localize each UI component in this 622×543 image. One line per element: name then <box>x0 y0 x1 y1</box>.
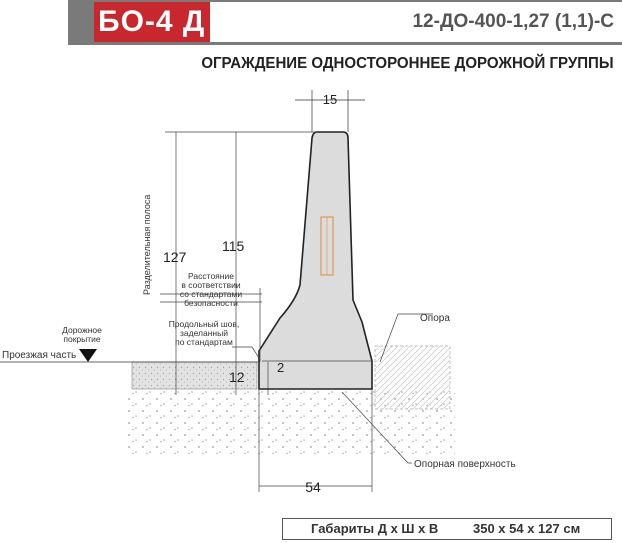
dim-base-height-label: 12 <box>229 369 245 385</box>
distance-note-line-3: со стандартами <box>180 289 242 299</box>
seam-note-line-3: по стандартам <box>175 337 233 347</box>
roadway-label: Проезжая часть <box>2 350 76 361</box>
distance-note-line-4: безопасности <box>184 298 238 308</box>
seam-note-line-2: заделанный <box>180 328 228 338</box>
standard-code: 12-ДО-400-1,27 (1,1)-С <box>412 11 614 32</box>
barrier-profile <box>258 131 373 390</box>
page-subtitle: ОГРАЖДЕНИЕ ОДНОСТОРОННЕЕ ДОРОЖНОЙ ГРУППЫ <box>201 55 614 72</box>
dim-base-width-label: 54 <box>305 479 321 495</box>
distance-note-line-2: в соответствии <box>181 280 240 290</box>
dim-total-height-label: 127 <box>163 249 187 265</box>
dim-top-width-label: 15 <box>323 92 337 107</box>
separator-strip-label: Разделительная полоса <box>142 195 152 295</box>
barrier-drawing: 15 127 115 12 2 54 Разделительная полоса… <box>0 90 516 495</box>
bearing-surface-label: Опорная поверхность <box>414 459 516 470</box>
dimensions-label: Габариты Д х Ш х В <box>311 521 439 536</box>
product-code: БО-4 Д <box>98 5 206 38</box>
dimensions-value: 350 х 54 х 127 см <box>473 521 581 536</box>
road-surface-label-2: покрытие <box>63 334 101 344</box>
seam-note-line-1: Продольный шов, <box>169 319 240 329</box>
dim-gap-label: 2 <box>277 360 284 375</box>
support-label: Опора <box>420 313 450 324</box>
dim-top-width <box>295 90 365 132</box>
dimensions-box: Габариты Д х Ш х В 350 х 54 х 127 см <box>282 518 612 540</box>
support-soil <box>374 345 451 410</box>
distance-note-line-1: Расстояние <box>188 271 234 281</box>
road-surface-marker <box>79 349 97 362</box>
header-white-block <box>210 2 622 42</box>
dim-barrier-height-label: 115 <box>222 238 245 254</box>
road-surface-label-1: Дорожное <box>62 325 102 335</box>
